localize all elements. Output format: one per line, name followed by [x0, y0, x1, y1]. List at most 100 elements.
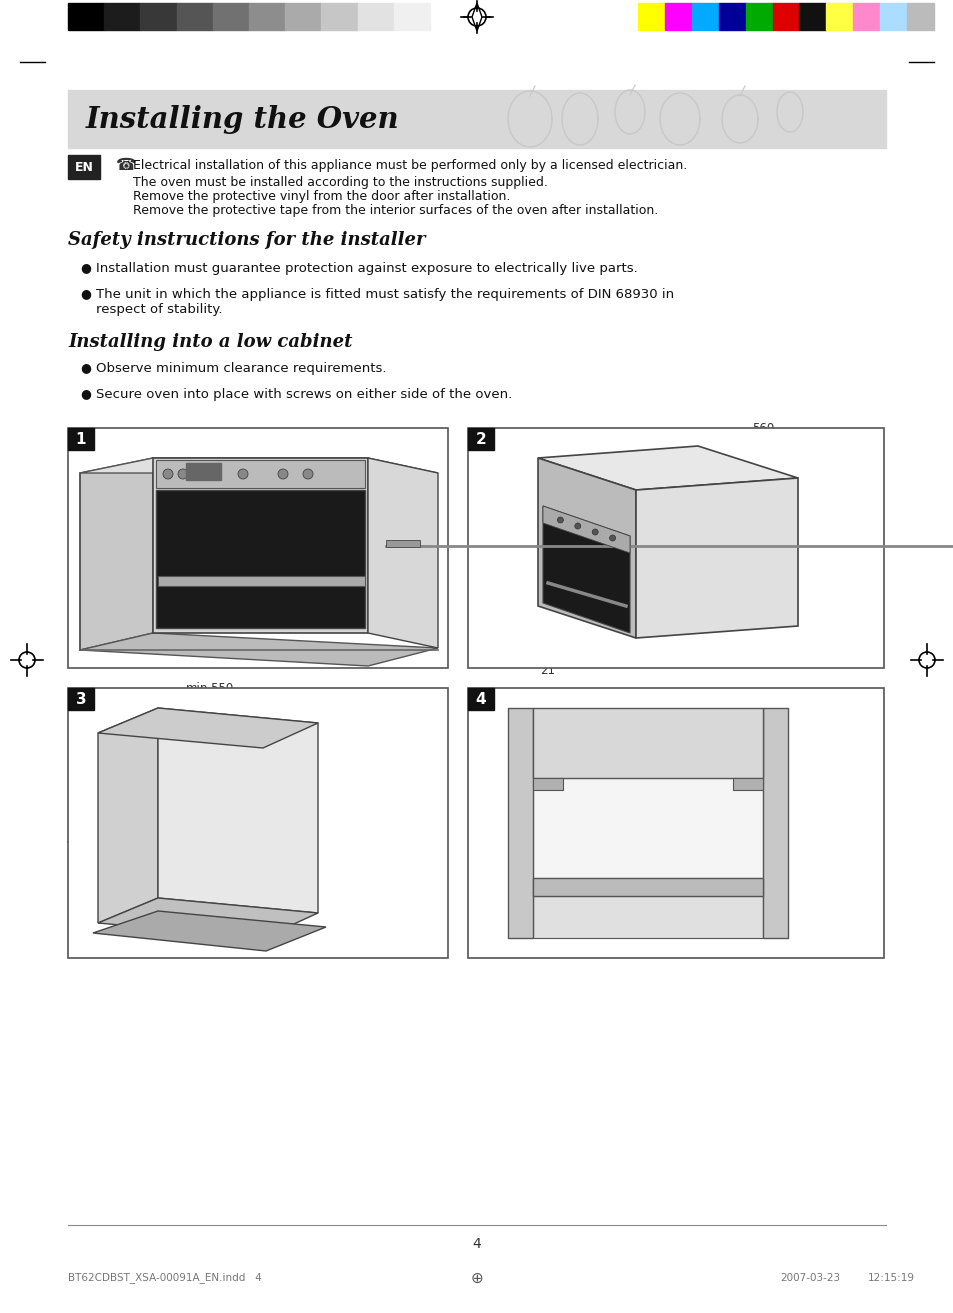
- Bar: [533, 708, 762, 779]
- Polygon shape: [537, 458, 636, 638]
- Text: min.600: min.600: [335, 811, 384, 825]
- Circle shape: [178, 469, 188, 479]
- Text: ●: ●: [80, 288, 91, 301]
- Polygon shape: [98, 708, 158, 923]
- Text: Electrical installation of this appliance must be performed only by a licensed e: Electrical installation of this applianc…: [132, 159, 686, 172]
- Polygon shape: [158, 708, 317, 913]
- Text: ●: ●: [80, 361, 91, 374]
- Circle shape: [303, 469, 313, 479]
- Bar: [386, 540, 419, 548]
- Bar: [468, 688, 494, 710]
- Text: 2007-03-23: 2007-03-23: [780, 1274, 840, 1283]
- Bar: [718, 3, 745, 30]
- Bar: [186, 463, 221, 481]
- Polygon shape: [98, 898, 317, 937]
- Bar: [68, 155, 100, 179]
- Text: 4: 4: [476, 692, 486, 706]
- Bar: [799, 3, 825, 30]
- Bar: [140, 3, 176, 30]
- Text: ⊕: ⊕: [470, 1271, 483, 1285]
- Bar: [68, 428, 448, 668]
- Text: 3: 3: [75, 692, 86, 706]
- Text: 12:15:19: 12:15:19: [867, 1274, 914, 1283]
- Bar: [68, 428, 94, 450]
- Bar: [68, 688, 448, 958]
- Text: EN: EN: [74, 160, 93, 173]
- Bar: [762, 708, 787, 937]
- Text: Safety instructions for the installer: Safety instructions for the installer: [68, 231, 425, 249]
- Text: The oven must be installed according to the instructions supplied.: The oven must be installed according to …: [132, 176, 547, 189]
- Bar: [691, 3, 718, 30]
- Polygon shape: [636, 478, 797, 638]
- Circle shape: [163, 469, 172, 479]
- Bar: [176, 3, 213, 30]
- Text: 50: 50: [580, 804, 595, 815]
- Text: ●: ●: [80, 261, 91, 274]
- Text: Installing into a low cabinet: Installing into a low cabinet: [68, 334, 352, 351]
- Bar: [852, 3, 880, 30]
- Bar: [533, 878, 762, 895]
- Text: Remove the protective vinyl from the door after installation.: Remove the protective vinyl from the doo…: [132, 189, 510, 202]
- Text: min.50: min.50: [527, 747, 568, 760]
- Text: 595: 595: [497, 525, 519, 538]
- Circle shape: [277, 469, 288, 479]
- Bar: [533, 895, 762, 937]
- Text: 1: 1: [75, 432, 86, 446]
- Polygon shape: [156, 460, 365, 488]
- Bar: [285, 3, 321, 30]
- Text: 4: 4: [472, 1237, 481, 1251]
- Bar: [468, 428, 494, 450]
- Polygon shape: [537, 446, 797, 490]
- Text: Observe minimum clearance requirements.: Observe minimum clearance requirements.: [96, 361, 386, 374]
- Bar: [357, 3, 394, 30]
- Text: 21: 21: [540, 664, 555, 678]
- Bar: [68, 688, 94, 710]
- Bar: [880, 3, 906, 30]
- Bar: [158, 576, 365, 586]
- Circle shape: [592, 529, 598, 534]
- Polygon shape: [542, 506, 629, 633]
- Bar: [321, 3, 357, 30]
- Polygon shape: [368, 458, 437, 649]
- Text: The unit in which the appliance is fitted must satisfy the requirements of DIN 6: The unit in which the appliance is fitte…: [96, 288, 674, 301]
- Bar: [825, 3, 852, 30]
- Bar: [533, 779, 762, 878]
- Text: min.20: min.20: [472, 777, 513, 790]
- Text: Installing the Oven: Installing the Oven: [86, 105, 399, 134]
- Bar: [664, 3, 691, 30]
- Text: 2: 2: [476, 432, 486, 446]
- Text: ●: ●: [80, 387, 91, 400]
- Text: Secure oven into place with screws on either side of the oven.: Secure oven into place with screws on ei…: [96, 387, 512, 400]
- Text: 560: 560: [751, 421, 773, 435]
- Bar: [68, 3, 104, 30]
- Circle shape: [237, 469, 248, 479]
- Text: 595: 595: [611, 432, 634, 445]
- Circle shape: [575, 523, 580, 529]
- Text: 460: 460: [637, 934, 659, 947]
- Bar: [906, 3, 933, 30]
- Bar: [394, 3, 430, 30]
- Bar: [533, 779, 562, 790]
- Bar: [732, 779, 762, 790]
- Text: Installation must guarantee protection against exposure to electrically live par: Installation must guarantee protection a…: [96, 261, 638, 274]
- Polygon shape: [92, 911, 326, 951]
- Polygon shape: [98, 708, 317, 748]
- Circle shape: [208, 469, 218, 479]
- Bar: [249, 3, 285, 30]
- Text: min.550: min.550: [186, 681, 233, 695]
- Polygon shape: [152, 458, 368, 633]
- Polygon shape: [542, 506, 629, 553]
- Bar: [507, 708, 533, 937]
- Text: 545: 545: [686, 658, 708, 671]
- Text: ☎: ☎: [116, 156, 136, 175]
- Polygon shape: [80, 458, 152, 650]
- Circle shape: [609, 534, 615, 541]
- Bar: [638, 3, 664, 30]
- Polygon shape: [158, 743, 297, 898]
- Bar: [772, 3, 799, 30]
- Polygon shape: [80, 633, 437, 666]
- Bar: [468, 428, 883, 668]
- Polygon shape: [80, 458, 437, 473]
- Circle shape: [557, 517, 563, 523]
- Text: BT62CDBST_XSA-00091A_EN.indd   4: BT62CDBST_XSA-00091A_EN.indd 4: [68, 1272, 261, 1283]
